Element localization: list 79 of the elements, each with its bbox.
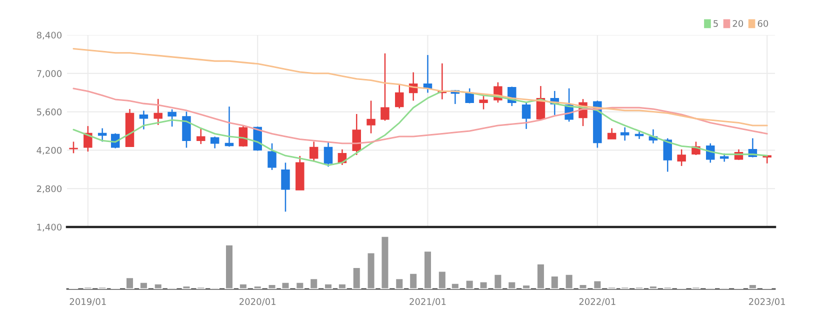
candlestick — [663, 138, 672, 172]
candlestick — [607, 128, 616, 140]
y-tick-label: 2,800 — [36, 185, 62, 194]
candlestick — [522, 101, 531, 130]
candlestick — [380, 52, 390, 122]
candlestick — [465, 88, 474, 104]
legend-label: 5 — [714, 20, 718, 27]
bar — [620, 286, 630, 289]
bar — [182, 285, 192, 289]
candlestick — [309, 141, 318, 162]
y-tick-label: 8,400 — [36, 32, 62, 40]
bar — [224, 244, 234, 289]
bar — [98, 286, 107, 289]
candlestick — [98, 128, 107, 142]
y-tick-label: 4,200 — [36, 146, 62, 155]
x-tick-label: 2021/01 — [410, 298, 446, 306]
bar — [267, 284, 277, 289]
candlestick — [139, 110, 148, 130]
line-series — [72, 48, 768, 126]
bar — [550, 275, 560, 289]
legend-label: 60 — [758, 20, 768, 27]
bar — [450, 282, 460, 289]
x-tick-label: 2019/01 — [70, 298, 106, 306]
bar — [366, 252, 376, 289]
candlestick — [210, 136, 220, 149]
bar — [564, 274, 574, 289]
candlestick — [268, 142, 276, 171]
candlestick — [620, 126, 630, 142]
x-tick-label: 2022/01 — [579, 298, 616, 306]
bar — [309, 278, 318, 289]
bar — [153, 283, 163, 289]
legend-label: 20 — [732, 20, 744, 27]
candlestick — [196, 127, 206, 145]
bar — [438, 270, 447, 289]
bar — [125, 276, 134, 289]
bar — [295, 281, 305, 289]
bar — [280, 281, 290, 289]
bar — [536, 262, 546, 289]
bar — [464, 279, 474, 289]
bar — [648, 285, 658, 289]
bar — [238, 283, 248, 289]
bar — [662, 286, 672, 289]
candlestick — [224, 106, 234, 148]
y-tick-label: 1,400 — [37, 224, 62, 232]
bar — [691, 286, 701, 289]
candlestick — [168, 108, 176, 128]
candlestick — [281, 162, 290, 212]
bar — [522, 284, 531, 289]
bar — [592, 280, 602, 289]
candlestick — [352, 113, 361, 156]
candlestick — [324, 142, 333, 168]
candlestick — [154, 98, 162, 126]
y-tick-label: 5,600 — [36, 108, 62, 116]
candlestick — [677, 148, 686, 167]
bar — [394, 278, 404, 289]
bar — [338, 283, 347, 289]
candlestick — [366, 100, 376, 134]
bar — [139, 281, 148, 289]
x-tick-label: 2020/01 — [240, 298, 276, 306]
bar — [252, 285, 262, 289]
bar — [748, 284, 758, 289]
bar — [352, 266, 362, 289]
candlestick — [479, 94, 488, 110]
candlestick — [395, 84, 404, 109]
bar — [507, 280, 517, 289]
bar — [493, 274, 503, 289]
bar — [196, 286, 206, 289]
bar — [423, 250, 432, 289]
bar — [578, 284, 588, 289]
x-tick-label: 2023/01 — [749, 298, 786, 306]
bar — [83, 286, 93, 289]
bar — [607, 286, 616, 289]
bar — [380, 235, 390, 289]
y-tick-label: 7,000 — [37, 70, 62, 78]
bar — [324, 283, 333, 289]
candlestick — [182, 111, 191, 148]
bar — [408, 272, 418, 289]
bar — [634, 286, 644, 289]
bar — [478, 280, 488, 289]
